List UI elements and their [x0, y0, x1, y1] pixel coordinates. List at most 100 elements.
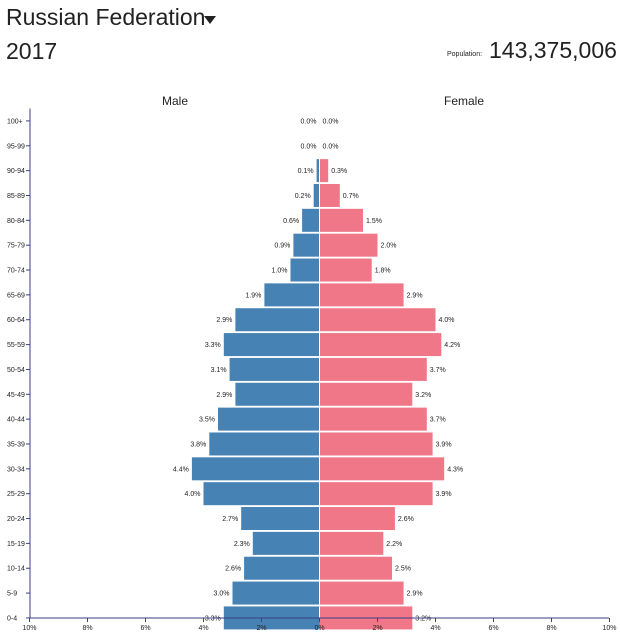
- x-tick-label: 4%: [430, 625, 440, 632]
- bar-female: [319, 432, 433, 456]
- bar-male: [302, 208, 320, 232]
- female-value-label: 2.2%: [386, 541, 402, 548]
- bar-male: [316, 159, 320, 183]
- female-value-label: 3.7%: [430, 417, 446, 424]
- female-value-label: 0.7%: [343, 193, 359, 200]
- x-tick-label: 8%: [546, 625, 556, 632]
- age-group-label: 85-89: [7, 193, 25, 200]
- female-value-label: 0.0%: [323, 118, 339, 125]
- female-value-label: 4.2%: [444, 342, 460, 349]
- bar-male: [191, 457, 320, 481]
- bar-female: [319, 531, 384, 555]
- x-tick-label: 10%: [602, 625, 616, 632]
- age-group-label: 90-94: [7, 168, 25, 175]
- male-value-label: 1.0%: [272, 268, 288, 275]
- caret-down-icon[interactable]: [204, 16, 216, 24]
- female-value-label: 4.3%: [447, 466, 463, 473]
- bar-male: [203, 482, 320, 506]
- male-value-label: 3.0%: [214, 591, 230, 598]
- age-group-label: 10-14: [7, 566, 25, 573]
- age-group-label: 50-54: [7, 367, 25, 374]
- bar-female: [319, 208, 363, 232]
- age-group-label: 20-24: [7, 516, 25, 523]
- female-value-label: 1.5%: [366, 218, 382, 225]
- bar-male: [229, 357, 320, 381]
- female-value-label: 3.7%: [430, 367, 446, 374]
- bar-male: [209, 432, 320, 456]
- bar-female: [319, 581, 404, 605]
- female-value-label: 4.0%: [439, 317, 455, 324]
- age-group-label: 60-64: [7, 317, 25, 324]
- bar-female: [319, 507, 395, 531]
- bar-male: [235, 382, 320, 406]
- bar-male: [264, 283, 320, 307]
- male-value-label: 2.9%: [216, 392, 232, 399]
- population-label: Population:: [447, 51, 483, 58]
- bar-male: [235, 308, 320, 332]
- x-tick-label: 4%: [198, 625, 208, 632]
- bar-male: [241, 507, 320, 531]
- age-group-label: 75-79: [7, 243, 25, 250]
- age-group-label: 100+: [7, 118, 23, 125]
- male-value-label: 1.9%: [245, 292, 261, 299]
- x-tick-label: 2%: [372, 625, 382, 632]
- bar-female: [319, 482, 433, 506]
- age-group-label: 40-44: [7, 417, 25, 424]
- bar-female: [319, 283, 404, 307]
- female-value-label: 2.5%: [395, 566, 411, 573]
- population-value: 143,375,006: [489, 37, 617, 63]
- male-value-label: 3.8%: [190, 441, 206, 448]
- age-group-label: 30-34: [7, 466, 25, 473]
- bar-female: [319, 457, 445, 481]
- x-tick-label: 6%: [140, 625, 150, 632]
- x-tick-label: 2%: [256, 625, 266, 632]
- bar-female: [319, 308, 436, 332]
- country-selector[interactable]: Russian Federation: [6, 4, 206, 30]
- x-tick-label: 8%: [82, 625, 92, 632]
- bar-female: [319, 382, 413, 406]
- male-value-label: 3.1%: [211, 367, 227, 374]
- bar-male: [223, 333, 320, 357]
- x-tick-label: 10%: [22, 625, 36, 632]
- male-value-label: 3.3%: [205, 342, 221, 349]
- bar-male: [218, 407, 320, 431]
- bar-female: [319, 556, 392, 580]
- male-value-label: 4.4%: [173, 466, 189, 473]
- bar-male: [313, 183, 320, 207]
- age-group-label: 35-39: [7, 441, 25, 448]
- male-value-label: 0.6%: [283, 218, 299, 225]
- male-value-label: 2.9%: [216, 317, 232, 324]
- bar-female: [319, 407, 427, 431]
- female-value-label: 2.6%: [398, 516, 414, 523]
- male-value-label: 0.2%: [295, 193, 311, 200]
- female-value-label: 3.2%: [415, 392, 431, 399]
- x-tick-label: 6%: [488, 625, 498, 632]
- x-tick-label: 0%: [314, 625, 324, 632]
- bar-female: [319, 258, 372, 282]
- male-value-label: 2.6%: [225, 566, 241, 573]
- female-value-label: 3.9%: [436, 441, 452, 448]
- legend-female: Female: [444, 94, 484, 108]
- bar-male: [232, 581, 320, 605]
- age-group-label: 25-29: [7, 491, 25, 498]
- bar-male: [290, 258, 320, 282]
- age-group-label: 80-84: [7, 218, 25, 225]
- bar-male: [244, 556, 320, 580]
- female-value-label: 3.2%: [415, 615, 431, 622]
- age-group-label: 65-69: [7, 292, 25, 299]
- bar-female: [319, 357, 427, 381]
- bar-male: [252, 531, 320, 555]
- year-label: 2017: [6, 38, 58, 64]
- female-value-label: 0.3%: [331, 168, 347, 175]
- population-pyramid-chart: Male Female 100+ 0.0% 0.0% 95-99 0.0% 0.0% 90-94…: [7, 94, 617, 632]
- age-group-label: 0-4: [7, 615, 17, 622]
- female-value-label: 1.8%: [375, 268, 391, 275]
- female-value-label: 2.9%: [407, 591, 423, 598]
- age-group-label: 15-19: [7, 541, 25, 548]
- male-value-label: 4.0%: [185, 491, 201, 498]
- bar-male: [293, 233, 320, 257]
- male-value-label: 2.3%: [234, 541, 250, 548]
- female-value-label: 2.9%: [407, 292, 423, 299]
- bar-female: [319, 159, 329, 183]
- male-value-label: 0.0%: [301, 143, 317, 150]
